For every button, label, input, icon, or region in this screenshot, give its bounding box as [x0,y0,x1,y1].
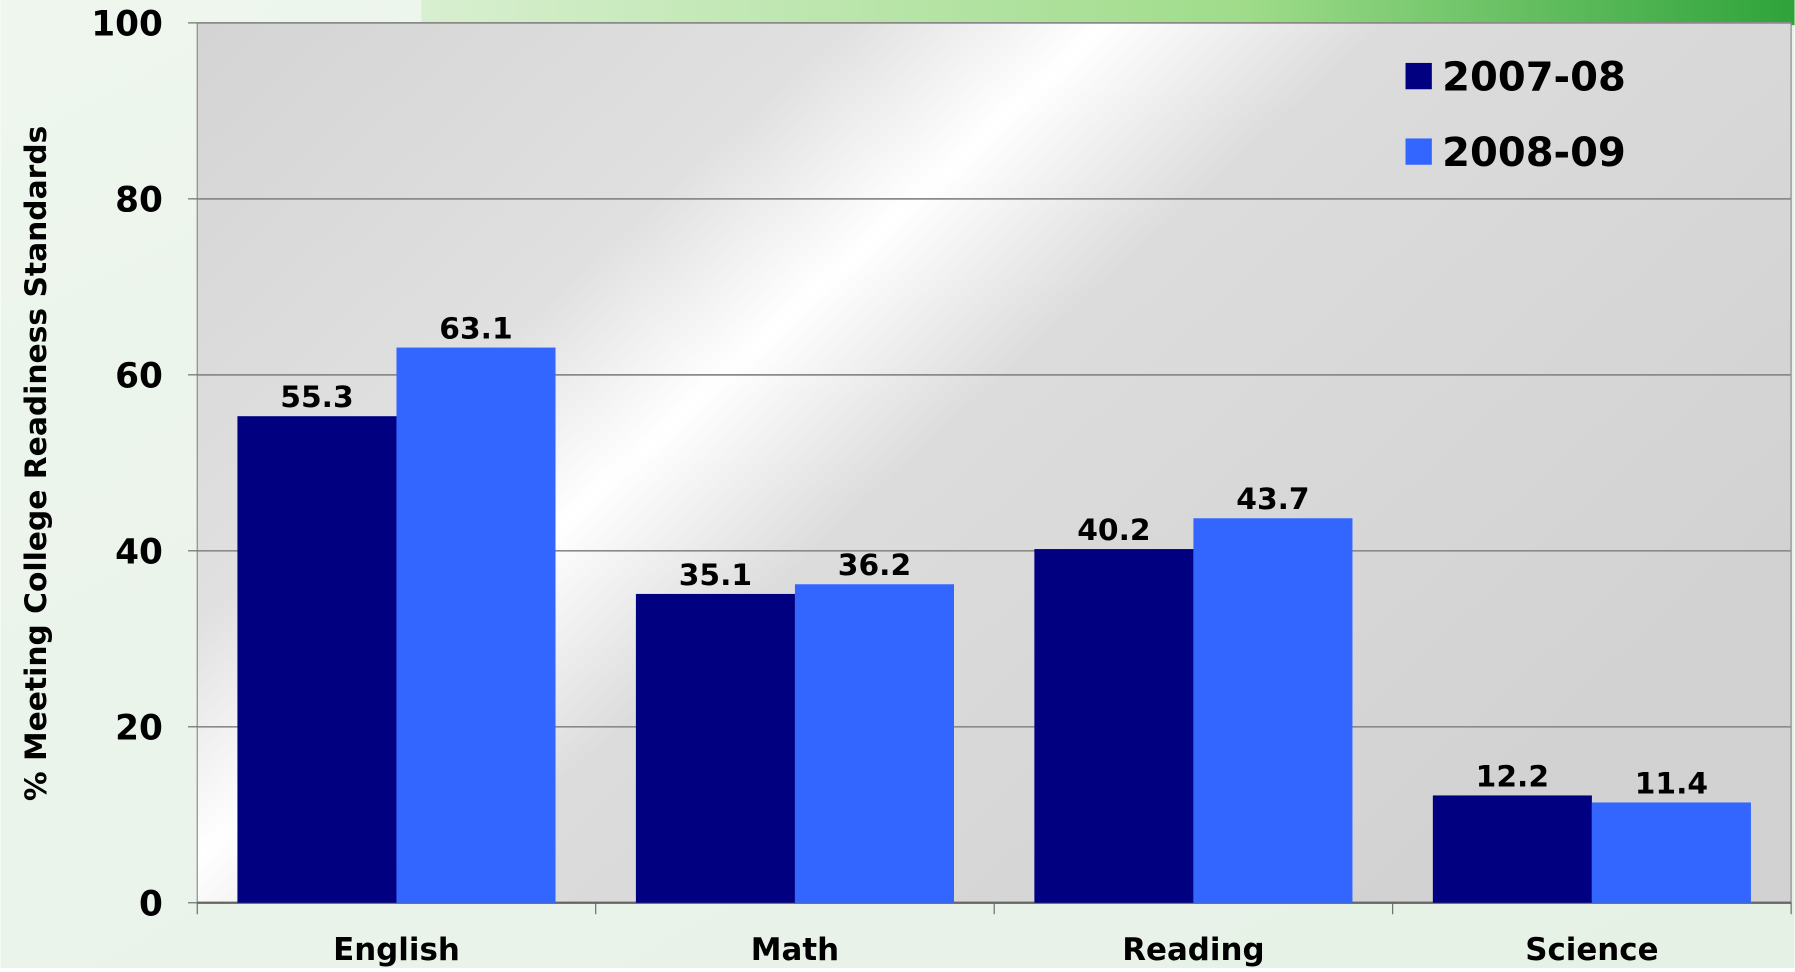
x-tick-label: English [333,932,460,968]
legend-label: 2007-08 [1442,54,1626,100]
y-axis-label: % Meeting College Readiness Standards [19,126,54,801]
value-label: 55.3 [280,380,353,415]
y-tick-label: 80 [115,180,163,220]
y-tick-label: 20 [115,708,163,748]
banner [421,0,1795,26]
bar [237,416,397,903]
bar [794,584,954,903]
bar [635,593,795,903]
value-label: 12.2 [1476,759,1549,794]
legend-swatch [1405,138,1432,165]
y-tick-label: 60 [115,356,163,396]
value-label: 35.1 [679,558,752,593]
bar [396,347,556,903]
y-tick-label: 100 [91,4,163,44]
y-tick-label: 40 [115,532,163,572]
x-tick-label: Science [1525,932,1658,968]
x-tick-label: Math [751,932,839,968]
value-label: 11.4 [1635,766,1708,801]
value-label: 36.2 [838,548,911,583]
bar [1591,802,1751,903]
y-tick-label: 0 [139,884,163,924]
legend-swatch [1405,62,1432,90]
bar [1193,518,1353,903]
value-label: 63.1 [439,311,512,346]
value-label: 40.2 [1077,513,1150,548]
value-label: 43.7 [1236,482,1309,517]
legend-label: 2008-09 [1442,130,1626,176]
bar [1432,795,1592,903]
x-tick-label: Reading [1122,932,1264,968]
bar [1034,549,1194,903]
